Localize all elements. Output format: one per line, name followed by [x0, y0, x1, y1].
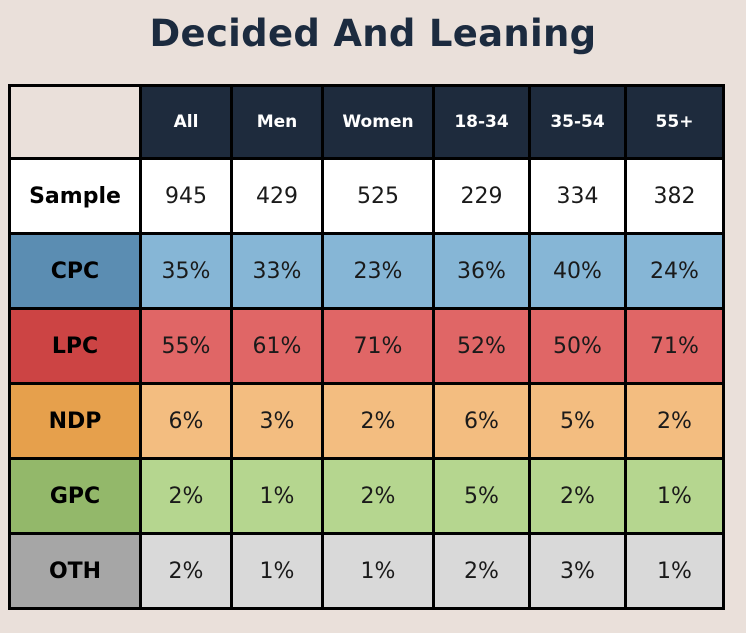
data-cell: 55% — [139, 307, 233, 385]
sample-cell: 229 — [432, 157, 531, 235]
row-label: Sample — [8, 157, 142, 235]
data-cell: 36% — [432, 232, 531, 310]
data-cell: 71% — [624, 307, 725, 385]
data-cell: 33% — [230, 232, 324, 310]
data-cell: 23% — [321, 232, 435, 310]
party-row-lpc: LPC 55% 61% 71% 52% 50% 71% — [8, 307, 725, 385]
data-cell: 1% — [624, 532, 725, 610]
data-cell: 2% — [321, 457, 435, 535]
data-cell: 61% — [230, 307, 324, 385]
data-cell: 2% — [528, 457, 627, 535]
chart-title: Decided And Leaning — [149, 12, 597, 55]
row-label: OTH — [8, 532, 142, 610]
sample-cell: 382 — [624, 157, 725, 235]
data-cell: 3% — [230, 382, 324, 460]
data-cell: 71% — [321, 307, 435, 385]
corner-cell — [8, 84, 142, 160]
row-label: NDP — [8, 382, 142, 460]
data-cell: 2% — [139, 457, 233, 535]
row-label: CPC — [8, 232, 142, 310]
sample-row: Sample 945 429 525 229 334 382 — [8, 157, 725, 235]
data-cell: 1% — [321, 532, 435, 610]
data-cell: 6% — [432, 382, 531, 460]
row-label: GPC — [8, 457, 142, 535]
column-header: 35-54 — [528, 84, 627, 160]
data-cell: 40% — [528, 232, 627, 310]
column-header: 18-34 — [432, 84, 531, 160]
header-row: All Men Women 18-34 35-54 55+ — [8, 84, 725, 160]
data-cell: 2% — [432, 532, 531, 610]
column-header: All — [139, 84, 233, 160]
party-row-oth: OTH 2% 1% 1% 2% 3% 1% — [8, 532, 725, 610]
data-cell: 2% — [139, 532, 233, 610]
sample-cell: 334 — [528, 157, 627, 235]
sample-cell: 429 — [230, 157, 324, 235]
party-row-ndp: NDP 6% 3% 2% 6% 5% 2% — [8, 382, 725, 460]
party-row-cpc: CPC 35% 33% 23% 36% 40% 24% — [8, 232, 725, 310]
data-cell: 5% — [432, 457, 531, 535]
sample-cell: 945 — [139, 157, 233, 235]
row-label: LPC — [8, 307, 142, 385]
data-cell: 2% — [321, 382, 435, 460]
data-cell: 1% — [624, 457, 725, 535]
sample-cell: 525 — [321, 157, 435, 235]
data-cell: 3% — [528, 532, 627, 610]
column-header: Men — [230, 84, 324, 160]
data-cell: 35% — [139, 232, 233, 310]
column-header: Women — [321, 84, 435, 160]
data-cell: 50% — [528, 307, 627, 385]
data-cell: 2% — [624, 382, 725, 460]
data-cell: 5% — [528, 382, 627, 460]
party-row-gpc: GPC 2% 1% 2% 5% 2% 1% — [8, 457, 725, 535]
data-cell: 1% — [230, 532, 324, 610]
data-cell: 52% — [432, 307, 531, 385]
data-cell: 24% — [624, 232, 725, 310]
data-cell: 1% — [230, 457, 324, 535]
data-cell: 6% — [139, 382, 233, 460]
results-table: All Men Women 18-34 35-54 55+ Sample 945… — [8, 84, 725, 610]
column-header: 55+ — [624, 84, 725, 160]
